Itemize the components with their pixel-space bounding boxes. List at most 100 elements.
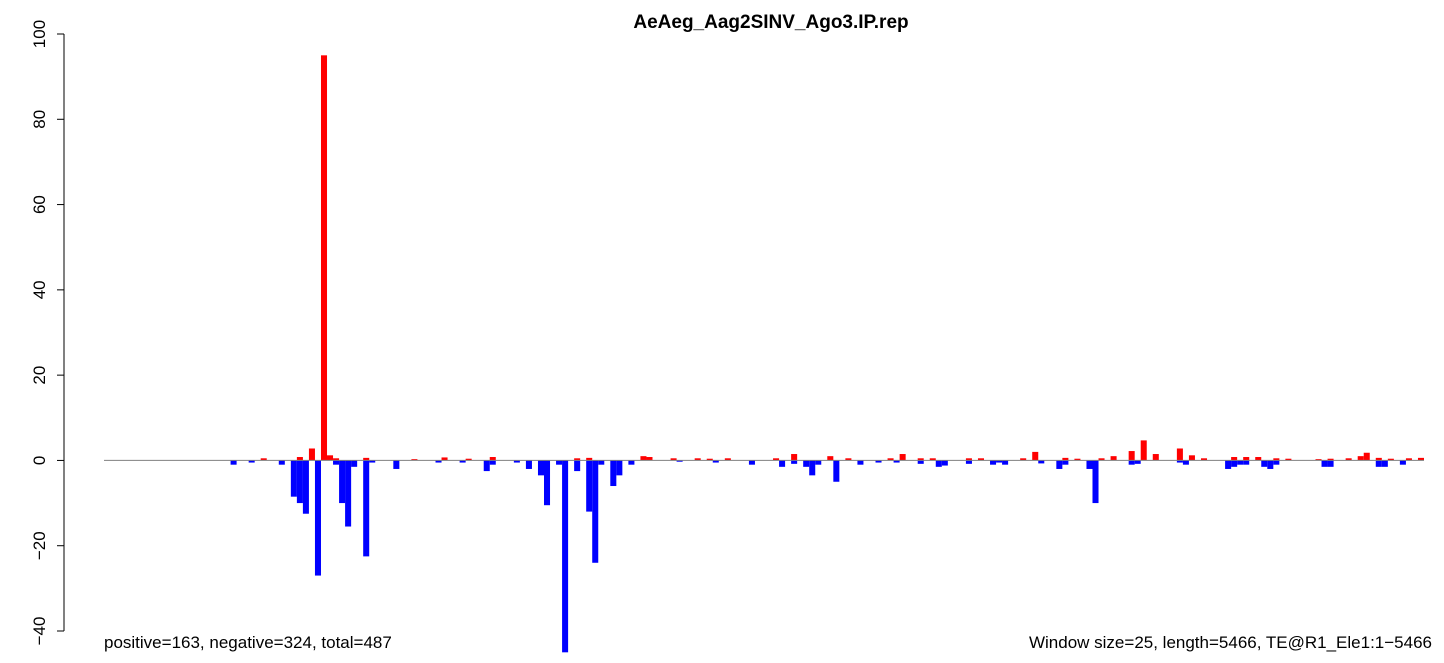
positive-bar [1273, 458, 1280, 461]
positive-bar [670, 458, 677, 461]
positive-bar [791, 454, 798, 461]
positive-bar [1032, 451, 1039, 461]
negative-bar [1261, 460, 1268, 467]
negative-bar [598, 460, 605, 465]
positive-bar [1417, 457, 1424, 461]
negative-bar [363, 460, 370, 557]
negative-bar [1134, 460, 1141, 464]
negative-bar [917, 460, 924, 464]
negative-bar [791, 460, 798, 464]
negative-bar [302, 460, 309, 514]
negative-bar [248, 460, 255, 463]
positive-bar [977, 458, 984, 461]
positive-bar [1128, 451, 1135, 461]
negative-bar [562, 460, 569, 653]
positive-bar [586, 457, 593, 461]
y-axis: −40 −20 0 20 40 60 80 100 [30, 20, 65, 646]
positive-bar [296, 457, 303, 461]
negative-bar [393, 460, 400, 469]
positive-bar [1188, 455, 1195, 461]
positive-bar [646, 457, 653, 461]
negative-bar [1002, 460, 1009, 465]
negative-bar [339, 460, 346, 504]
positive-bar [965, 458, 972, 461]
y-tick-label: 40 [30, 280, 49, 299]
negative-bar [351, 460, 358, 467]
negative-bar [965, 460, 972, 464]
negative-bar [290, 460, 297, 497]
negative-bar [1182, 460, 1189, 465]
negative-bar [592, 460, 599, 563]
positive-bar [1176, 448, 1183, 461]
positive-bar [917, 458, 924, 461]
positive-bar [1200, 458, 1208, 461]
negative-bar [525, 460, 532, 469]
y-tick-label: −20 [30, 531, 49, 560]
negative-bar [537, 460, 544, 476]
negative-bar [489, 460, 496, 465]
positive-bar [1375, 457, 1382, 461]
negative-bar [1128, 460, 1135, 465]
positive-bar [441, 457, 448, 461]
positive-bar [1363, 452, 1370, 461]
chart-title: AeAeg_Aag2SINV_Ago3.IP.rep [633, 12, 908, 33]
positive-bar [706, 458, 713, 461]
negative-bar [1086, 460, 1093, 469]
negative-bar [483, 460, 490, 472]
positive-bar [827, 456, 834, 461]
negative-bar [435, 460, 442, 463]
negative-bar [676, 460, 683, 462]
positive-bar [1285, 458, 1292, 461]
negative-bar [628, 460, 635, 465]
positive-bar [1243, 457, 1250, 461]
negative-bar [586, 460, 593, 512]
negative-bar [1176, 460, 1183, 463]
negative-bar [857, 460, 864, 465]
positive-bar [887, 458, 894, 461]
bars [230, 55, 1424, 653]
positive-bar [1255, 457, 1262, 461]
y-tick-label: 80 [30, 110, 49, 129]
negative-bar [941, 460, 948, 466]
negative-bar [833, 460, 840, 482]
negative-bar [1321, 460, 1328, 467]
positive-bar [1098, 458, 1105, 461]
negative-bar [314, 460, 321, 576]
negative-bar [1375, 460, 1382, 467]
negative-bar [875, 460, 882, 463]
negative-bar [1038, 460, 1045, 464]
negative-bar [1381, 460, 1388, 467]
footer-counts: positive=163, negative=324, total=487 [104, 633, 392, 652]
negative-bar [893, 460, 900, 463]
negative-bar [616, 460, 623, 476]
negative-bar [1225, 460, 1232, 469]
y-tick-label: 0 [30, 456, 49, 465]
negative-bar [1056, 460, 1063, 469]
positive-bar [1315, 459, 1322, 461]
negative-bar [1399, 460, 1406, 465]
footer-window-info: Window size=25, length=5466, TE@R1_Ele1:… [1029, 633, 1432, 652]
y-tick-label: 20 [30, 366, 49, 385]
positive-bar [1405, 458, 1412, 461]
y-tick-label: 100 [30, 20, 49, 48]
positive-bar [489, 457, 496, 461]
negative-bar [278, 460, 285, 465]
positive-bar [1020, 458, 1027, 461]
positive-bar [773, 458, 780, 461]
positive-bar [411, 459, 418, 461]
positive-bar [845, 458, 852, 461]
positive-bar [1140, 440, 1147, 461]
negative-bar [779, 460, 786, 467]
negative-bar [610, 460, 617, 487]
positive-bar [574, 458, 581, 461]
positive-bar [1357, 456, 1364, 461]
negative-bar [803, 460, 810, 467]
negative-bar [990, 460, 997, 465]
positive-bar [465, 458, 472, 461]
positive-bar [1327, 458, 1334, 461]
negative-bar [556, 460, 563, 465]
negative-bar [815, 460, 822, 465]
y-tick-label: −40 [30, 617, 49, 646]
positive-bar [929, 458, 936, 461]
